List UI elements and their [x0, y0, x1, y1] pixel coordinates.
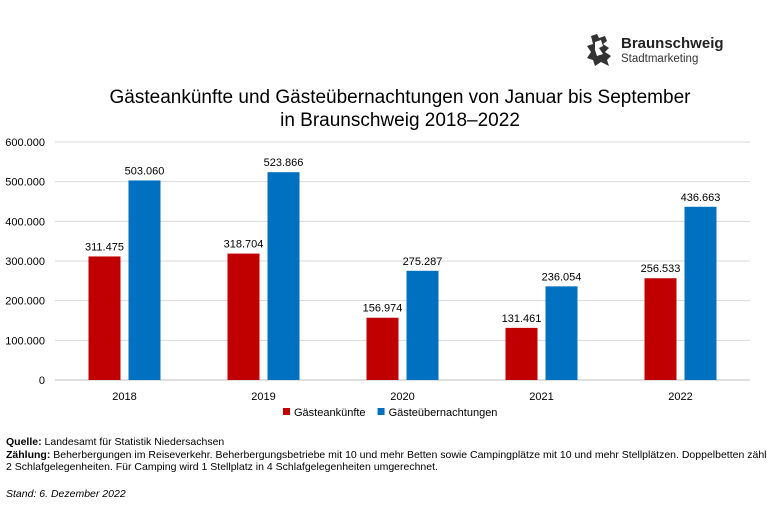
- legend-swatch: [377, 408, 385, 415]
- bar: [227, 253, 260, 380]
- count-label: Zählung:: [6, 448, 51, 461]
- bar: [366, 317, 399, 380]
- bar: [128, 180, 161, 380]
- logo-name: Braunschweig: [621, 35, 724, 52]
- x-tick-label: 2022: [668, 391, 692, 403]
- data-label: 523.866: [264, 157, 304, 169]
- x-tick-label: 2021: [529, 391, 553, 403]
- chart-title: Gästeankünfte und Gästeübernachtungen vo…: [60, 86, 740, 132]
- bar-chart: 0 100.000 200.000 300.000 400.000 500.000 600.…: [5, 137, 750, 419]
- y-tick-label: 400.000: [5, 216, 45, 228]
- bar: [505, 327, 538, 380]
- bar: [545, 286, 578, 380]
- stand-date: Stand: 6. Dezember 2022: [6, 487, 126, 500]
- chart-title-line-2: in Braunschweig 2018–2022: [280, 110, 520, 131]
- x-tick-label: 2018: [112, 391, 136, 403]
- data-label: 275.287: [403, 256, 443, 268]
- y-tick-label: 200.000: [5, 296, 45, 308]
- legend-label: Gästeankünfte: [294, 407, 366, 419]
- data-label: 256.533: [641, 263, 681, 275]
- y-tick-label: 0: [39, 375, 45, 387]
- data-label: 318.704: [224, 239, 264, 251]
- data-label: 131.461: [502, 313, 542, 325]
- y-tick-label: 600.000: [5, 137, 45, 149]
- count-text-1: Beherbergungen im Reiseverkehr. Beherber…: [50, 448, 767, 461]
- data-label: 156.974: [363, 303, 403, 315]
- legend-label: Gästeübernachtungen: [389, 407, 498, 419]
- braunschweig-lion-icon: [587, 34, 611, 66]
- data-label: 236.054: [542, 271, 582, 283]
- bar: [684, 206, 717, 380]
- source-label: Quelle:: [6, 436, 42, 448]
- y-tick-label: 500.000: [5, 177, 45, 189]
- logo: Braunschweig Stadtmarketing: [585, 32, 735, 72]
- source-text: Landesamt für Statistik Niedersachsen: [41, 436, 225, 448]
- legend-swatch: [283, 408, 290, 415]
- bar: [88, 256, 121, 380]
- logo-subtitle: Stadtmarketing: [621, 53, 699, 65]
- y-tick-label: 300.000: [5, 256, 45, 268]
- x-tick-label: 2020: [390, 391, 414, 403]
- count-text-2: 2 Schlafgelegenheiten. Für Camping wird …: [6, 461, 438, 473]
- x-tick-label: 2019: [251, 391, 275, 403]
- data-label: 436.663: [681, 192, 721, 204]
- footer: Quelle: Landesamt für Statistik Niedersa…: [6, 436, 767, 500]
- bar: [267, 172, 300, 380]
- y-tick-label: 100.000: [5, 335, 45, 347]
- chart-title-line-1: Gästeankünfte und Gästeübernachtungen vo…: [109, 87, 691, 108]
- data-label: 311.475: [85, 241, 124, 253]
- bar: [406, 270, 439, 380]
- data-label: 503.060: [125, 165, 165, 177]
- bar: [644, 278, 677, 380]
